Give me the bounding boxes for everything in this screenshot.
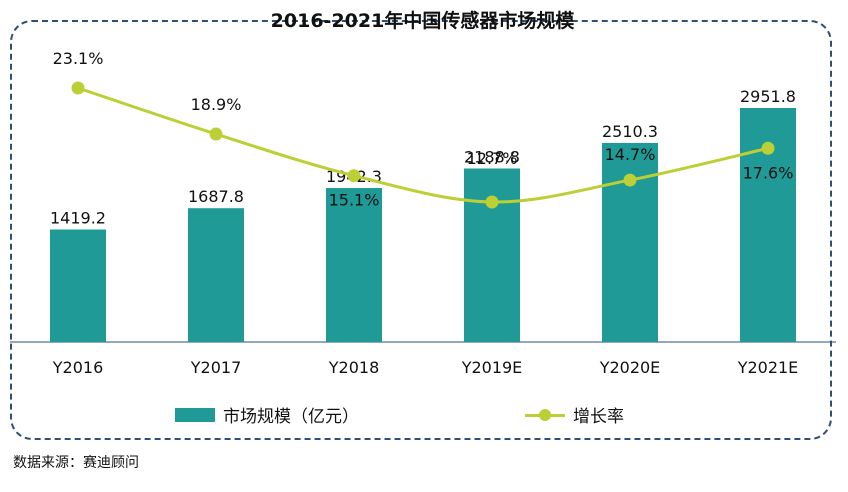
x-tick-label: Y2020E: [599, 358, 661, 377]
bar-Y2017: [188, 208, 244, 342]
bar-Y2019E: [464, 168, 520, 342]
growth-value-label: 15.1%: [329, 191, 380, 210]
bar-value-label: 2188.8: [464, 147, 520, 166]
source-note: 数据来源：赛迪顾问: [13, 455, 139, 471]
growth-point-Y2020E: [623, 173, 637, 187]
growth-point-Y2021E: [761, 141, 775, 155]
x-tick-label: Y2021E: [737, 358, 799, 377]
bar-Y2018: [326, 188, 382, 342]
growth-point-Y2019E: [485, 195, 499, 209]
bar-value-label: 2510.3: [602, 122, 658, 141]
growth-value-label: 17.6%: [743, 163, 794, 182]
bar-value-label: 2951.8: [740, 87, 796, 106]
legend-swatch-bar: [175, 407, 215, 422]
bar-value-label: 1687.8: [188, 187, 244, 206]
growth-point-Y2018: [347, 169, 361, 183]
chart-title: 2016-2021年中国传感器市场规模: [270, 10, 575, 32]
growth-point-Y2016: [71, 81, 85, 95]
chart-frame: [10, 20, 832, 440]
bar-value-label: 1419.2: [50, 208, 106, 227]
growth-value-label: 23.1%: [53, 49, 104, 68]
x-tick-label: Y2019E: [461, 358, 523, 377]
growth-value-label: 18.9%: [191, 95, 242, 114]
growth-rate-line: [77, 86, 769, 204]
growth-point-Y2017: [209, 127, 223, 141]
legend-swatch-line: [525, 408, 565, 422]
legend-item-growth-rate: 增长率: [525, 402, 624, 427]
growth-value-label: 12.7%: [467, 149, 518, 168]
growth-value-label: 14.7%: [605, 145, 656, 164]
legend-label-growth-rate: 增长率: [573, 407, 624, 427]
bar-Y2016: [50, 229, 106, 342]
legend-item-market-size: 市场规模（亿元）: [175, 402, 359, 427]
x-tick-label: Y2018: [328, 358, 380, 377]
x-tick-label: Y2016: [52, 358, 104, 377]
legend-label-market-size: 市场规模（亿元）: [223, 407, 359, 427]
x-tick-label: Y2017: [190, 358, 242, 377]
bar-Y2020E: [602, 142, 658, 342]
